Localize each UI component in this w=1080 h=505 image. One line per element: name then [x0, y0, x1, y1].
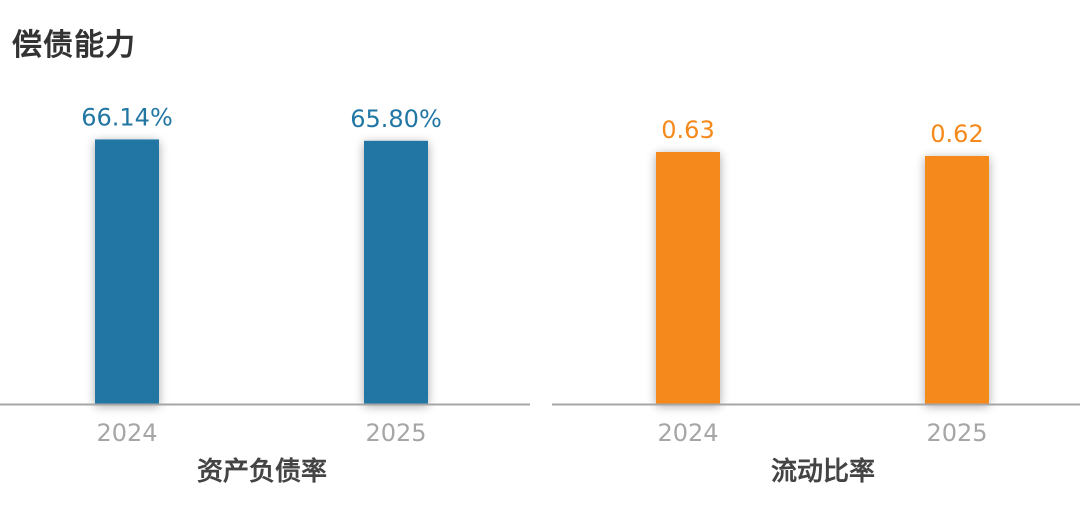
bar-2024: [95, 139, 159, 404]
data-label-2024: 66.14%: [81, 103, 173, 131]
chart-2: 0.63 2024 0.62 2025 流动比率: [552, 116, 1080, 487]
x-tick-label-2024: 2024: [96, 419, 157, 447]
bar-2025: [925, 156, 989, 404]
x-tick-label-2025: 2025: [926, 419, 987, 447]
chart-title: 资产负债率: [197, 456, 327, 487]
data-label-2025: 0.62: [930, 120, 983, 148]
page-title: 偿债能力: [12, 28, 136, 63]
data-label-2025: 65.80%: [350, 105, 442, 133]
x-tick-label-2024: 2024: [657, 419, 718, 447]
bar-2024: [656, 152, 720, 404]
data-label-2024: 0.63: [661, 116, 714, 144]
x-tick-label-2025: 2025: [365, 419, 426, 447]
chart-title: 流动比率: [771, 456, 875, 487]
chart-1: 66.14% 2024 65.80% 2025 资产负债率: [0, 103, 530, 487]
bar-2025: [364, 140, 428, 405]
